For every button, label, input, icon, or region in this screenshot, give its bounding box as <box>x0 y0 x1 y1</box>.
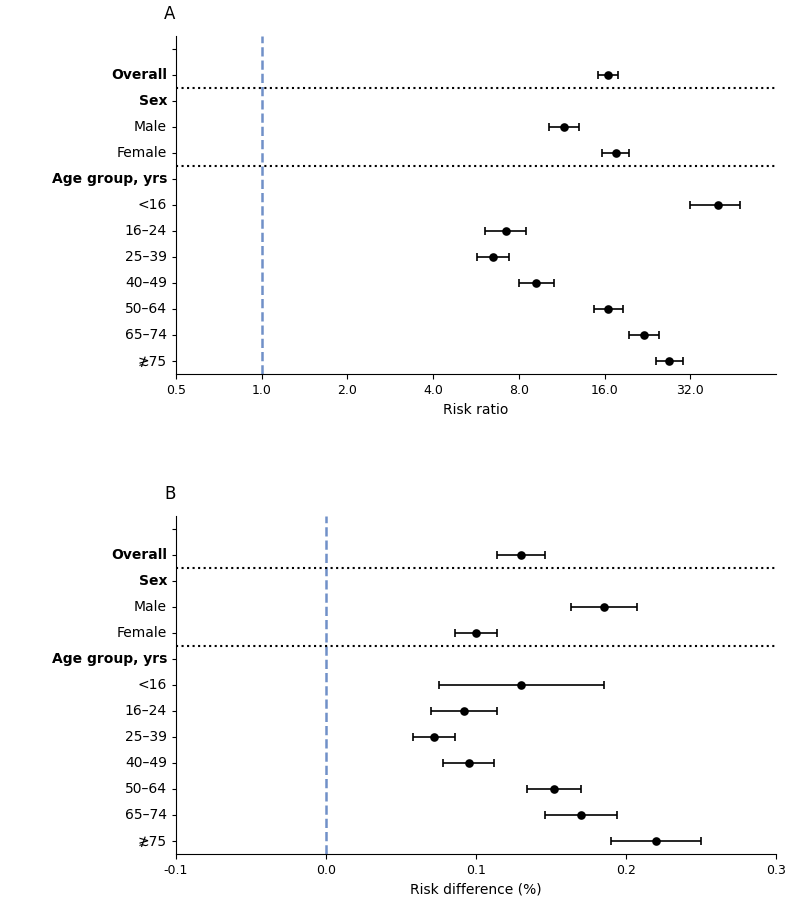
Text: 16–24: 16–24 <box>125 225 167 238</box>
Text: Age group, yrs: Age group, yrs <box>52 653 167 666</box>
Text: <16: <16 <box>138 198 167 213</box>
Text: 25–39: 25–39 <box>125 250 167 265</box>
Text: <16: <16 <box>138 678 167 693</box>
Text: Overall: Overall <box>111 68 167 83</box>
Text: ≵75: ≵75 <box>138 355 167 368</box>
Text: Female: Female <box>117 626 167 641</box>
Text: Male: Male <box>134 601 167 614</box>
Text: Overall: Overall <box>111 548 167 563</box>
Text: 50–64: 50–64 <box>125 303 167 316</box>
Text: 65–74: 65–74 <box>125 328 167 343</box>
Text: Male: Male <box>134 120 167 135</box>
Text: Female: Female <box>117 146 167 160</box>
Text: Age group, yrs: Age group, yrs <box>52 173 167 186</box>
X-axis label: Risk difference (%): Risk difference (%) <box>410 883 542 897</box>
Text: 25–39: 25–39 <box>125 731 167 744</box>
X-axis label: Risk ratio: Risk ratio <box>443 403 509 416</box>
Text: 40–49: 40–49 <box>125 756 167 771</box>
Text: ≵75: ≵75 <box>138 834 167 848</box>
Text: Sex: Sex <box>138 574 167 588</box>
Text: 40–49: 40–49 <box>125 276 167 290</box>
Text: B: B <box>164 484 175 503</box>
Text: Sex: Sex <box>138 95 167 108</box>
Text: 16–24: 16–24 <box>125 704 167 718</box>
Text: 50–64: 50–64 <box>125 783 167 796</box>
Text: 65–74: 65–74 <box>125 808 167 823</box>
Text: A: A <box>164 5 175 23</box>
